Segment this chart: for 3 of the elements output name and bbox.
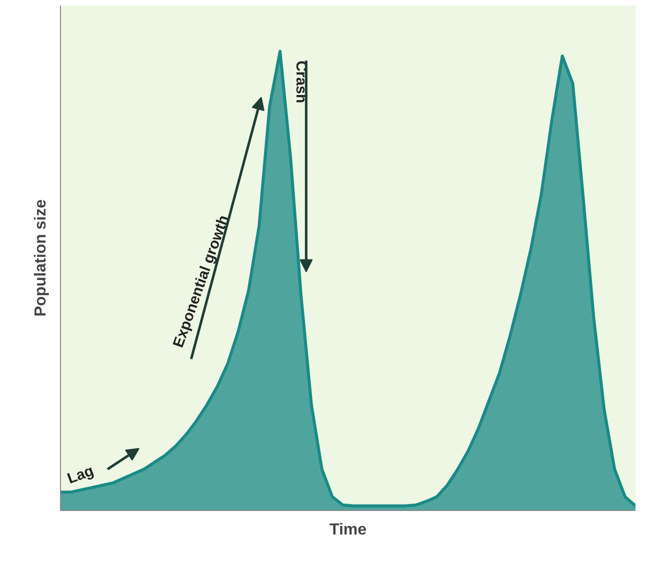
annotation: Lag: [65, 462, 96, 488]
x-axis-title: Time: [329, 522, 367, 538]
y-axis-title: Population size: [32, 199, 50, 317]
